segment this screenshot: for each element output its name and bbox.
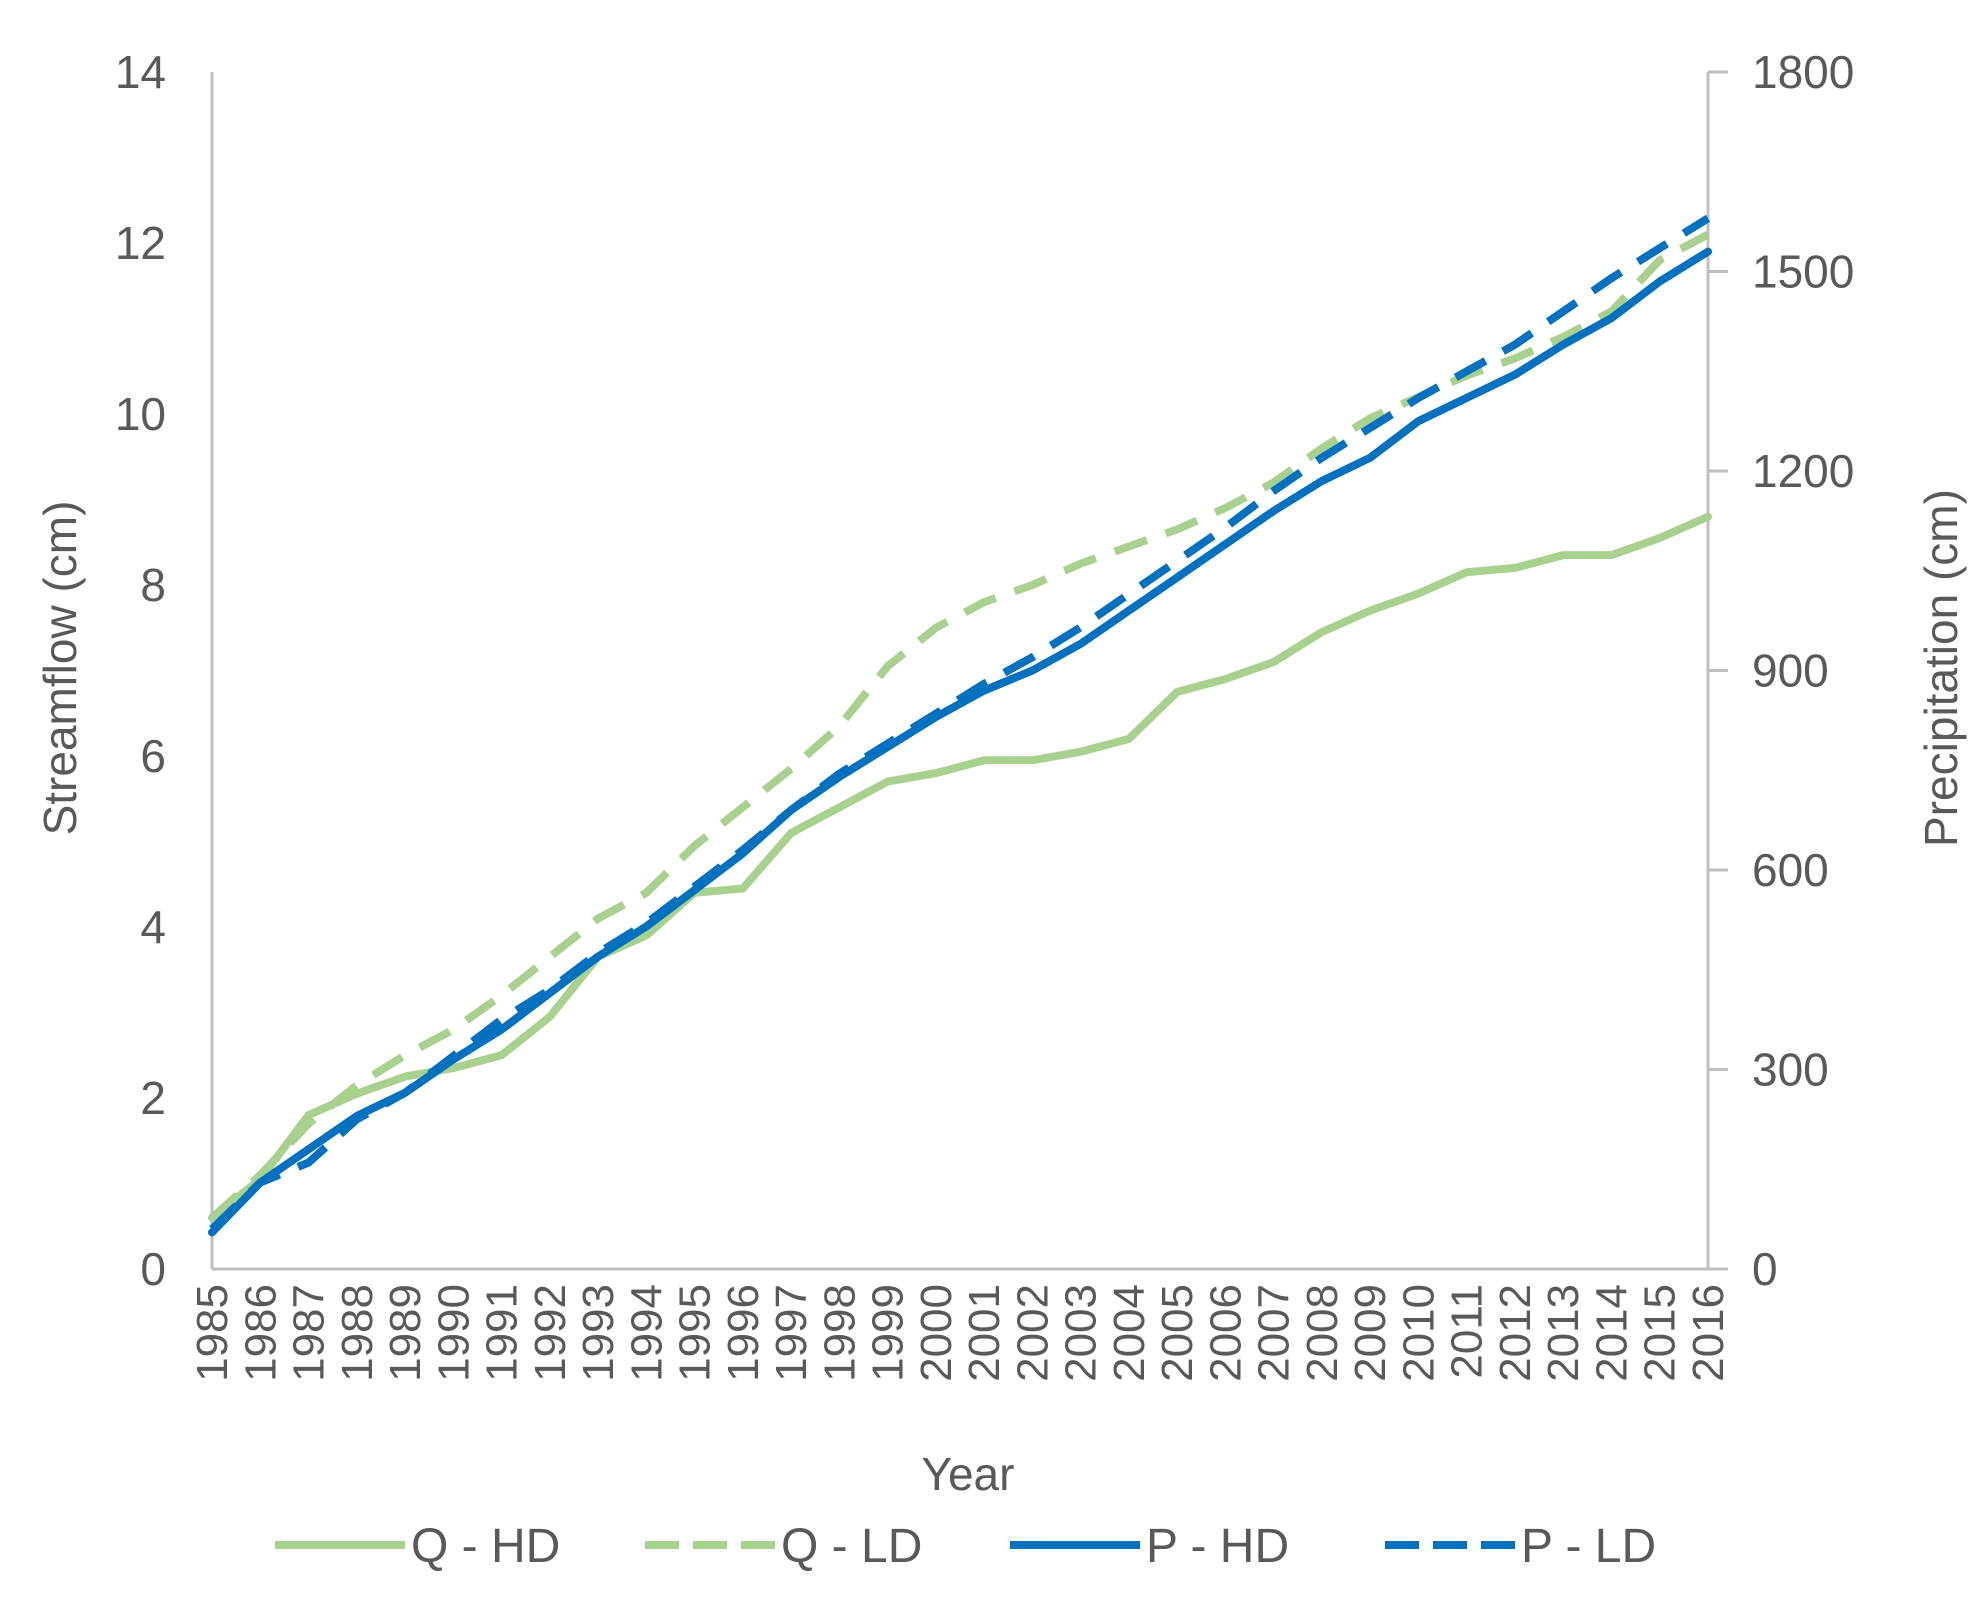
x-tick-label: 1999 [864,1284,913,1382]
y-tick-label: 14 [115,46,166,98]
x-tick-label: 2005 [1153,1284,1202,1382]
x-tick-label: 2003 [1057,1284,1106,1382]
x-tick-label: 1993 [574,1284,623,1382]
x-tick-label: 2014 [1587,1284,1636,1382]
y2-tick-label: 900 [1752,645,1829,697]
y-tick-label: 2 [140,1072,166,1124]
legend-label: Q - LD [781,1520,922,1573]
x-tick-label: 2016 [1684,1284,1733,1382]
x-tick-label: 1988 [333,1284,382,1382]
series-line-q-hd [208,512,1712,1222]
x-axis-title: Year [922,1448,1015,1500]
x-tick-label: 2012 [1491,1284,1540,1382]
y-tick-label: 4 [140,901,166,953]
y2-tick-label: 0 [1752,1243,1778,1295]
y-axis-title: Streamflow (cm) [34,501,86,836]
legend-label: P - HD [1146,1520,1289,1573]
x-tick-label: 2004 [1105,1284,1154,1382]
series-line-p-hd [208,247,1712,1237]
series-lines [208,214,1712,1237]
x-tick-label: 1992 [526,1284,575,1382]
left-axis-tick-labels: 0 2 4 6 8 10 12 14 [115,46,166,1295]
y-tick-label: 10 [115,388,166,440]
y2-tick-label: 300 [1752,1044,1829,1096]
y-tick-label: 6 [140,730,166,782]
y2-tick-label: 1500 [1752,246,1854,298]
x-tick-label: 2002 [1008,1284,1057,1382]
x-tick-label: 1998 [815,1284,864,1382]
legend-label: Q - HD [411,1520,560,1573]
y2-tick-label: 1800 [1752,46,1854,98]
right-axis-tick-labels: 0 300 600 900 1200 1500 1800 [1752,46,1854,1295]
legend: Q - HD Q - LD P - HD P - LD [275,1520,1656,1573]
x-tick-label: 2013 [1539,1284,1588,1382]
right-axis-tick-marks [1708,70,1728,1271]
x-tick-label: 1987 [285,1284,334,1382]
x-tick-label: 1990 [429,1284,478,1382]
y2-axis-title: Precipitation (cm) [1915,489,1967,847]
x-tick-label: 2015 [1636,1284,1685,1382]
x-tick-label: 1996 [719,1284,768,1382]
x-tick-label: 2007 [1250,1284,1299,1382]
x-tick-label: 2001 [960,1284,1009,1382]
x-tick-label: 1994 [622,1284,671,1382]
x-axis-tick-labels: 1985 1986 1987 1988 1989 1990 1991 1992 1993 1994… [188,1284,1733,1382]
x-tick-label: 2010 [1394,1284,1443,1382]
x-tick-label: 1995 [671,1284,720,1382]
x-tick-label: 1989 [381,1284,430,1382]
y-tick-label: 12 [115,217,166,269]
x-tick-label: 1997 [767,1284,816,1382]
x-tick-label: 1991 [478,1284,527,1382]
y-tick-label: 8 [140,559,166,611]
x-tick-label: 1985 [188,1284,237,1382]
x-tick-label: 2008 [1298,1284,1347,1382]
x-tick-label: 2011 [1443,1284,1492,1379]
x-tick-label: 1986 [236,1284,285,1382]
y-tick-label: 0 [140,1243,166,1295]
legend-label: P - LD [1521,1520,1656,1573]
series-line-p-ld [209,214,1711,1232]
x-tick-label: 2009 [1346,1284,1395,1382]
x-tick-label: 2000 [912,1284,961,1382]
y2-tick-label: 600 [1752,844,1829,896]
y2-tick-label: 1200 [1752,445,1854,497]
x-tick-label: 2006 [1201,1284,1250,1382]
